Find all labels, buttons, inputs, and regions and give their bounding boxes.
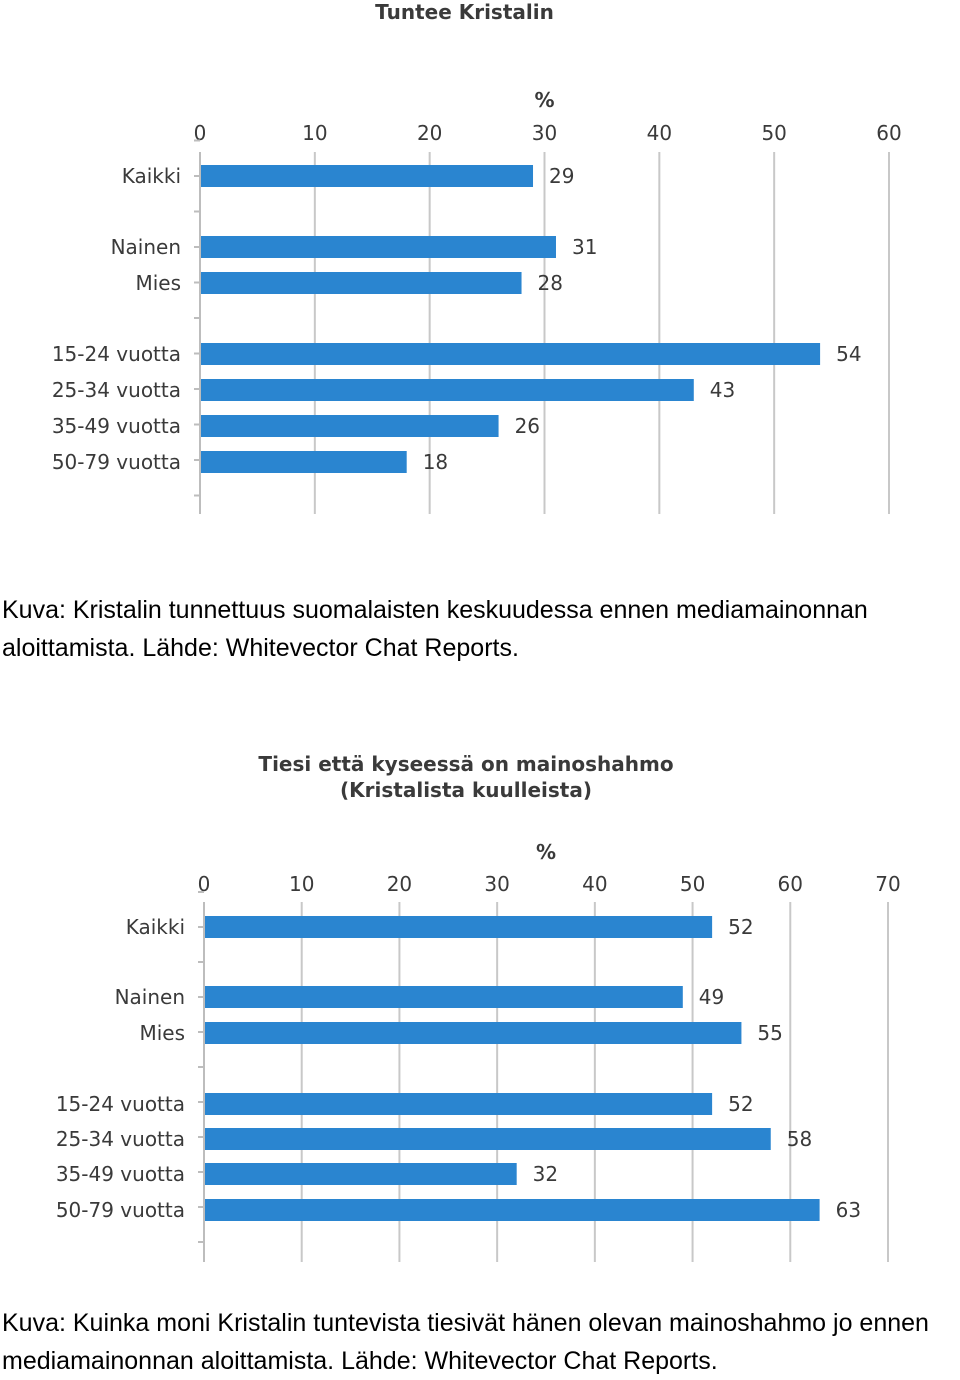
- x-tick-label: 20: [417, 121, 442, 145]
- x-tick-label: 10: [302, 121, 327, 145]
- bar: [205, 1199, 820, 1221]
- data-label: 28: [538, 271, 563, 295]
- bar: [205, 1163, 517, 1185]
- x-tick-label: 0: [194, 121, 207, 145]
- category-label: 15-24 vuotta: [52, 342, 181, 366]
- category-label: 35-49 vuotta: [52, 414, 181, 438]
- chart-tuntee-kristalin-svg: Tuntee Kristalin% 0 10 20 30 40 50 60 Kaikki 29 Na…: [52, 0, 902, 514]
- x-tick-label: 70: [875, 872, 900, 896]
- data-label: 29: [549, 164, 574, 188]
- category-label: Mies: [135, 271, 181, 295]
- data-label: 31: [572, 235, 597, 259]
- bar: [201, 272, 522, 294]
- chart-title: Tuntee Kristalin: [375, 0, 554, 24]
- x-tick-label: 60: [778, 872, 803, 896]
- data-label: 43: [710, 378, 735, 402]
- data-label: 26: [515, 414, 540, 438]
- data-label: 32: [533, 1162, 558, 1186]
- category-label: 25-34 vuotta: [52, 378, 181, 402]
- x-tick-label: 0: [198, 872, 211, 896]
- bar: [205, 1093, 713, 1115]
- chart-tuntee-kristalin: Tuntee Kristalin% 0 10 20 30 40 50 60 Kaikki 29 Na…: [0, 0, 960, 530]
- caption-2: Kuva: Kuinka moni Kristalin tuntevista t…: [2, 1309, 929, 1375]
- x-tick-label: 50: [680, 872, 705, 896]
- x-tick-label: 40: [647, 121, 672, 145]
- caption-1: Kuva: Kristalin tunnettuus suomalaisten …: [2, 596, 868, 662]
- axis-unit-label: %: [534, 88, 554, 112]
- x-tick-label: 30: [484, 872, 509, 896]
- chart-subtitle: (Kristalista kuulleista): [340, 778, 592, 802]
- bar: [201, 379, 694, 401]
- bar: [205, 1022, 742, 1044]
- x-tick-label: 30: [532, 121, 557, 145]
- bar: [201, 236, 556, 258]
- category-label: 50-79 vuotta: [56, 1198, 185, 1222]
- chart-tiesi-mainoshahmo: Tiesi että kyseessä on mainoshahmo (Krist…: [0, 740, 960, 1275]
- data-label: 18: [423, 450, 448, 474]
- chart-title: Tiesi että kyseessä on mainoshahmo: [258, 752, 673, 776]
- category-label: Nainen: [111, 235, 181, 259]
- x-tick-label: 50: [761, 121, 786, 145]
- x-tick-label: 10: [289, 872, 314, 896]
- data-label: 55: [757, 1021, 782, 1045]
- bar: [201, 343, 821, 365]
- bar: [205, 1128, 771, 1150]
- bar: [201, 451, 407, 473]
- data-label: 58: [787, 1127, 812, 1151]
- x-tick-label: 20: [387, 872, 412, 896]
- data-label: 52: [728, 915, 753, 939]
- category-label: 35-49 vuotta: [56, 1162, 185, 1186]
- bar: [201, 165, 534, 187]
- axis-unit-label: %: [536, 840, 556, 864]
- bar: [205, 986, 683, 1008]
- data-label: 63: [836, 1198, 861, 1222]
- x-tick-label: 60: [876, 121, 901, 145]
- category-label: Kaikki: [126, 915, 185, 939]
- data-label: 54: [836, 342, 861, 366]
- category-label: Mies: [139, 1021, 185, 1045]
- category-label: 15-24 vuotta: [56, 1092, 185, 1116]
- data-label: 49: [699, 985, 724, 1009]
- bar: [205, 916, 713, 938]
- category-label: 25-34 vuotta: [56, 1127, 185, 1151]
- category-label: Nainen: [115, 985, 185, 1009]
- category-label: 50-79 vuotta: [52, 450, 181, 474]
- x-tick-label: 40: [582, 872, 607, 896]
- category-label: Kaikki: [122, 164, 181, 188]
- bar: [201, 415, 499, 437]
- chart-tiesi-mainoshahmo-svg: Tiesi että kyseessä on mainoshahmo(Krist…: [56, 752, 901, 1262]
- data-label: 52: [728, 1092, 753, 1116]
